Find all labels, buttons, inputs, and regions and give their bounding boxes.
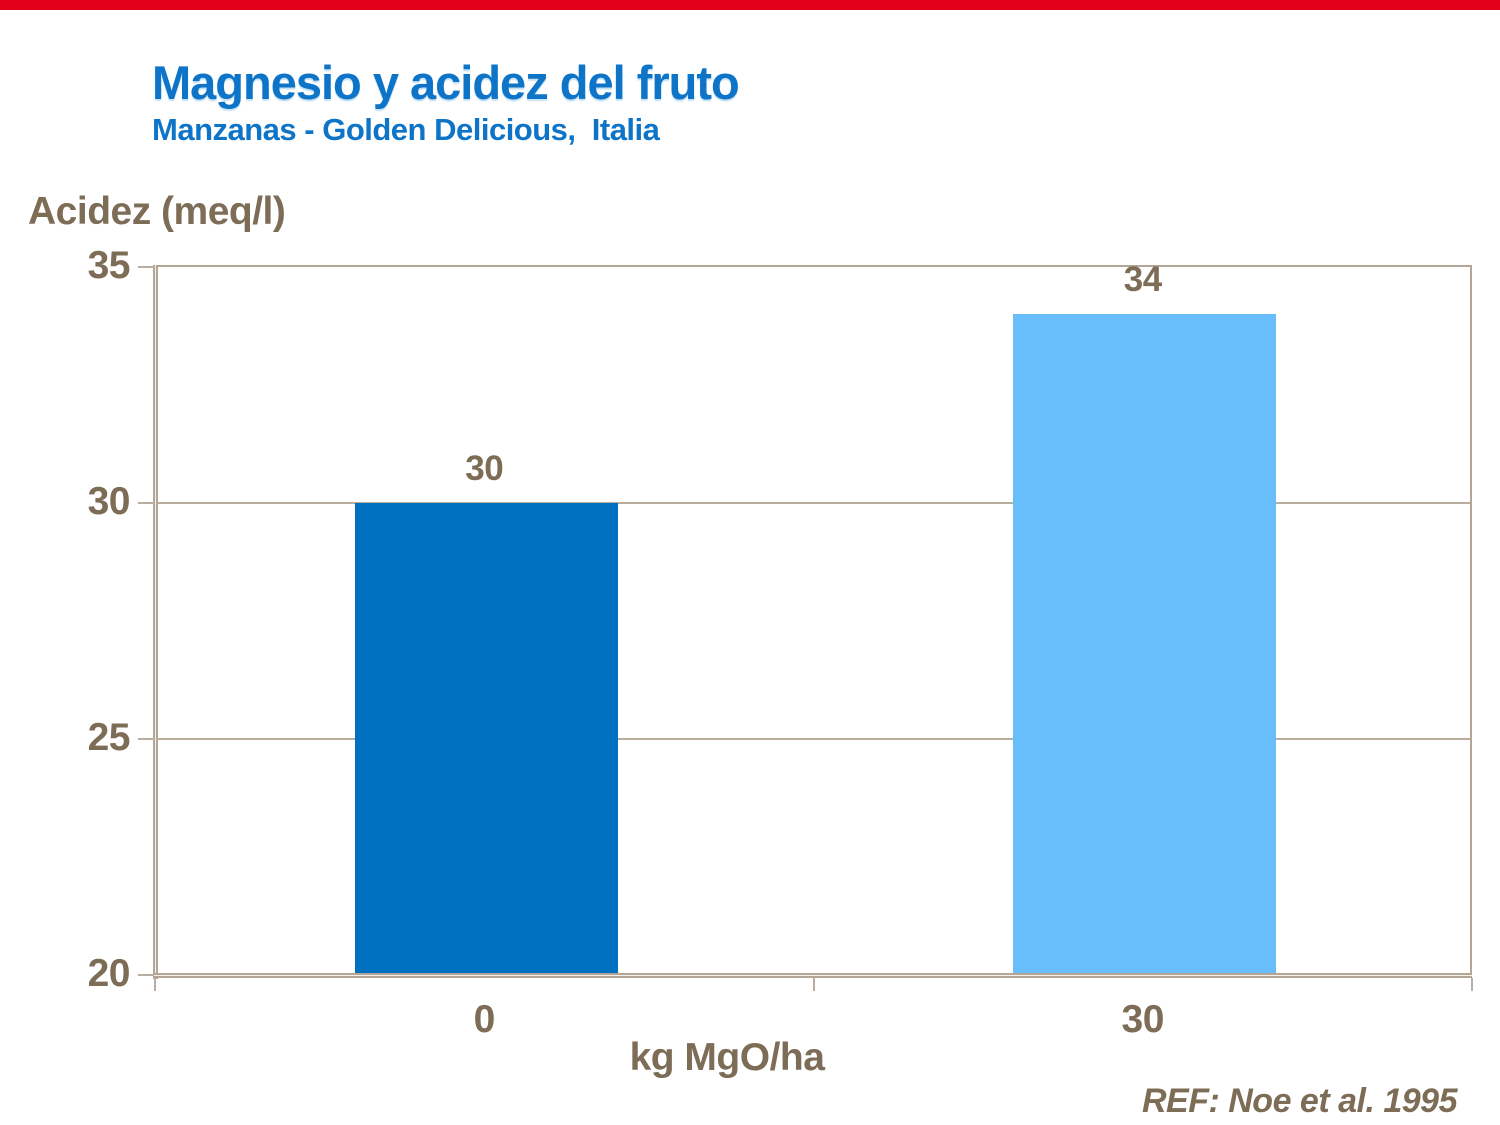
- gridline-25: [157, 738, 1470, 740]
- y-tick-label-35: 35: [87, 244, 131, 287]
- ref-citation: REF: Noe et al. 1995: [1141, 1082, 1458, 1120]
- y-tick-mark-20: [138, 974, 154, 976]
- y-tick-mark-30: [138, 502, 154, 504]
- x-category-label-0: 0: [473, 998, 496, 1041]
- bar-value-label-30: 34: [1123, 260, 1162, 300]
- y-tick-mark-35: [138, 266, 154, 268]
- x-tick-mark-2: [1471, 978, 1473, 991]
- y-tick-label-25: 25: [87, 716, 131, 759]
- bar-30: [1013, 314, 1277, 975]
- y-tick-label-20: 20: [87, 952, 131, 995]
- x-axis-line: [153, 973, 1472, 978]
- gridline-30: [157, 502, 1470, 504]
- y-tick-mark-25: [138, 738, 154, 740]
- chart-subtitle: Manzanas - Golden Delicious, Italia: [152, 112, 660, 147]
- y-axis-title: Acidez (meq/l): [28, 190, 286, 233]
- y-axis-line: [153, 265, 158, 979]
- x-tick-mark-1: [812, 978, 815, 991]
- x-axis-title: kg MgO/ha: [629, 1036, 825, 1079]
- top-accent-bar: [0, 0, 1500, 10]
- plot-area: [155, 265, 1472, 977]
- y-tick-label-30: 30: [87, 480, 131, 523]
- bar-value-label-0: 30: [465, 449, 504, 488]
- chart-title: Magnesio y acidez del fruto: [152, 56, 740, 109]
- x-category-label-30: 30: [1121, 998, 1165, 1041]
- bar-0: [354, 503, 618, 975]
- x-tick-mark-0: [154, 978, 156, 991]
